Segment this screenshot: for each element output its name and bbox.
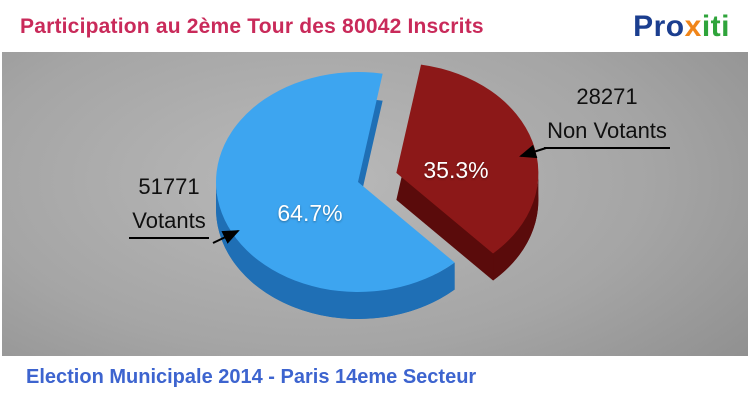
logo-part-iti: iti (701, 10, 730, 43)
votants-percent: 64.7% (277, 200, 343, 226)
non-votants-percent: 35.3% (423, 157, 489, 183)
header-bar: Participation au 2ème Tour des 80042 Ins… (2, 2, 748, 52)
non-votants-value: 28271 (576, 84, 638, 109)
footer-text: Election Municipale 2014 - Paris 14eme S… (26, 365, 477, 388)
votants-callout: 51771 Votants (114, 174, 224, 239)
non-votants-label: Non Votants (544, 118, 670, 149)
pie-slice-path (396, 91, 539, 281)
votants-value: 51771 (138, 174, 200, 199)
logo-part-x: x (684, 10, 702, 43)
footer-bar: Election Municipale 2014 - Paris 14eme S… (2, 356, 748, 398)
non-votants-callout: 28271 Non Votants (532, 84, 682, 149)
chart-title: Participation au 2ème Tour des 80042 Ins… (20, 15, 484, 38)
logo-part-pro: Pro (633, 10, 685, 43)
non-votants-arrow (519, 144, 547, 159)
pie-slices (216, 64, 539, 320)
votants-label: Votants (129, 208, 209, 239)
proxiti-logo[interactable]: Proxiti (633, 10, 730, 44)
pie-slice-path (493, 172, 539, 281)
